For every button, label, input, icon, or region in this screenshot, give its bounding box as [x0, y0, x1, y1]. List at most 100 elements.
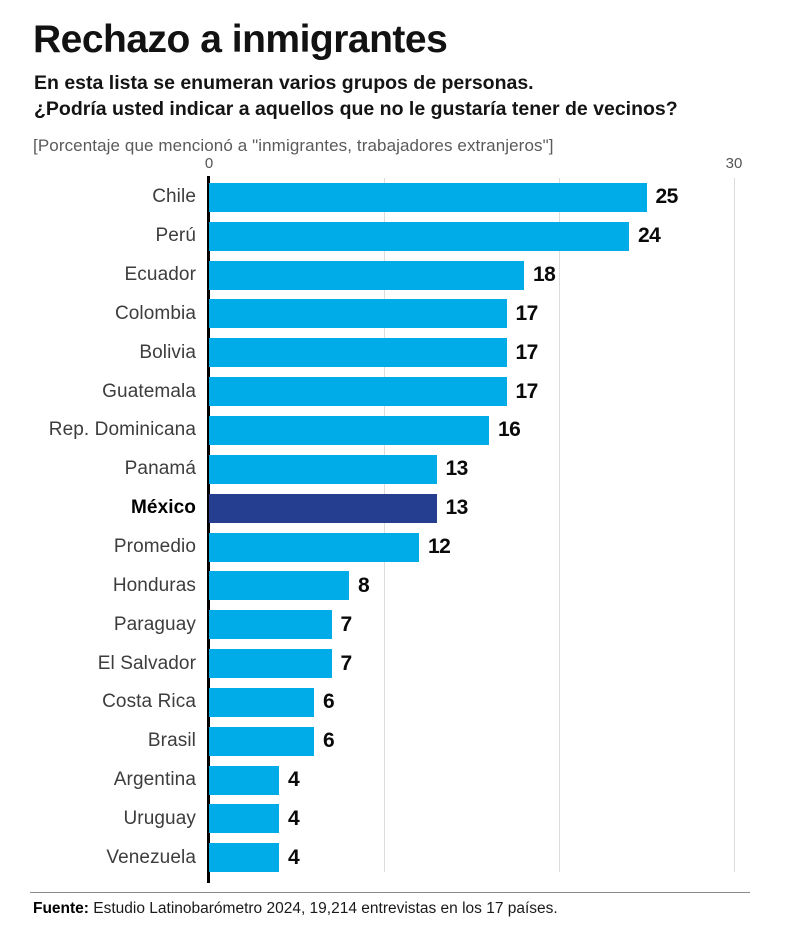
- bar-zone: 17: [209, 338, 800, 368]
- category-label: México: [130, 497, 196, 519]
- chart-row: Costa Rica 6: [0, 683, 800, 722]
- x-axis-tick-label: 0: [204, 155, 214, 172]
- chart-row: Venezuela 4: [0, 838, 800, 877]
- value-label: 7: [340, 651, 353, 675]
- bar: [209, 726, 314, 756]
- bar-zone: 18: [209, 260, 800, 290]
- chart-row: Brasil 6: [0, 722, 800, 761]
- bar: [209, 377, 507, 407]
- category-label: Ecuador: [124, 264, 196, 286]
- chart-row: Bolivia 17: [0, 333, 800, 372]
- chart-row: El Salvador 7: [0, 644, 800, 683]
- chart-row: Rep. Dominicana 16: [0, 411, 800, 450]
- chart-row: Promedio 12: [0, 528, 800, 567]
- bar: [209, 415, 489, 445]
- value-label: 17: [515, 301, 539, 325]
- value-label: 13: [445, 457, 469, 481]
- value-label: 6: [323, 729, 335, 753]
- chart-row: México 13: [0, 489, 800, 528]
- bar: [209, 493, 437, 523]
- value-label: 8: [358, 573, 370, 597]
- bar: [209, 260, 524, 290]
- bar-zone: 4: [209, 843, 800, 873]
- chart-row: Colombia 17: [0, 295, 800, 334]
- chart-row: Uruguay 4: [0, 800, 800, 839]
- chart-row: Ecuador 18: [0, 256, 800, 295]
- chart-row: Perú 24: [0, 217, 800, 256]
- bar-zone: 4: [209, 765, 800, 795]
- category-label: Guatemala: [102, 380, 196, 402]
- value-label: 24: [638, 224, 661, 248]
- chart-note: [Porcentaje que mencionó a "inmigrantes,…: [33, 136, 554, 155]
- chart-row: Paraguay 7: [0, 605, 800, 644]
- bar: [209, 299, 507, 329]
- bar-zone: 12: [209, 532, 800, 562]
- value-label: 16: [498, 418, 521, 442]
- category-label: Colombia: [114, 302, 196, 324]
- category-label: Brasil: [147, 730, 196, 752]
- bar: [209, 765, 279, 795]
- gridline: [734, 178, 735, 872]
- gridline: [559, 178, 560, 872]
- bar-zone: 4: [209, 804, 800, 834]
- category-label: Costa Rica: [102, 691, 196, 713]
- source-note: Fuente: Estudio Latinobarómetro 2024, 19…: [33, 900, 558, 918]
- chart-row: Argentina 4: [0, 761, 800, 800]
- subtitle-line-2: ¿Podría usted indicar a aquellos que no …: [34, 98, 678, 120]
- bar-zone: 17: [209, 377, 800, 407]
- bar-zone: 25: [209, 182, 800, 212]
- value-label: 7: [340, 612, 353, 636]
- bar: [209, 532, 419, 562]
- category-label: Chile: [152, 186, 196, 208]
- category-label: Venezuela: [106, 846, 196, 868]
- bar: [209, 649, 332, 679]
- bar: [209, 687, 314, 717]
- chart-row: Guatemala 17: [0, 372, 800, 411]
- category-label: Honduras: [112, 574, 196, 596]
- value-label: 17: [515, 340, 539, 364]
- category-label: Promedio: [113, 536, 196, 558]
- chart-row: Chile 25: [0, 178, 800, 217]
- bar: [209, 221, 629, 251]
- category-label: El Salvador: [97, 652, 196, 674]
- bar: [209, 454, 437, 484]
- value-label: 13: [445, 496, 469, 520]
- bar-zone: 8: [209, 571, 800, 601]
- bar: [209, 338, 507, 368]
- bar-chart: 0 30 Chile 25 Perú 24 Ecuador 18 Colombia 17 Boli…: [0, 155, 800, 885]
- source-label: Fuente:: [33, 900, 89, 917]
- value-label: 6: [323, 690, 335, 714]
- bar-zone: 13: [209, 454, 800, 484]
- category-label: Paraguay: [113, 613, 196, 635]
- bar-zone: 6: [209, 687, 800, 717]
- bar-zone: 13: [209, 493, 800, 523]
- value-label: 4: [288, 768, 300, 792]
- chart-subtitle: En esta lista se enumeran varios grupos …: [34, 70, 678, 122]
- bar: [209, 182, 647, 212]
- chart-row: Honduras 8: [0, 566, 800, 605]
- value-label: 25: [655, 185, 679, 209]
- bar: [209, 843, 279, 873]
- value-label: 18: [533, 263, 556, 287]
- chart-rows: Chile 25 Perú 24 Ecuador 18 Colombia 17 Bolivia 1…: [0, 178, 800, 877]
- bar-zone: 24: [209, 221, 800, 251]
- page-title: Rechazo a inmigrantes: [33, 18, 448, 61]
- category-label: Panamá: [124, 458, 196, 480]
- category-label: Perú: [155, 225, 196, 247]
- category-label: Rep. Dominicana: [48, 419, 196, 441]
- footer-divider: [30, 892, 750, 893]
- category-label: Argentina: [113, 769, 196, 791]
- bar-zone: 7: [209, 649, 800, 679]
- value-label: 4: [288, 806, 300, 830]
- source-text: Estudio Latinobarómetro 2024, 19,214 ent…: [88, 900, 558, 917]
- category-label: Bolivia: [139, 341, 196, 363]
- value-label: 4: [288, 845, 300, 869]
- value-label: 12: [428, 535, 451, 559]
- bar: [209, 610, 332, 640]
- bar-zone: 17: [209, 299, 800, 329]
- x-axis-tick-label: 30: [725, 155, 743, 172]
- bar-zone: 6: [209, 726, 800, 756]
- bar: [209, 804, 279, 834]
- chart-row: Panamá 13: [0, 450, 800, 489]
